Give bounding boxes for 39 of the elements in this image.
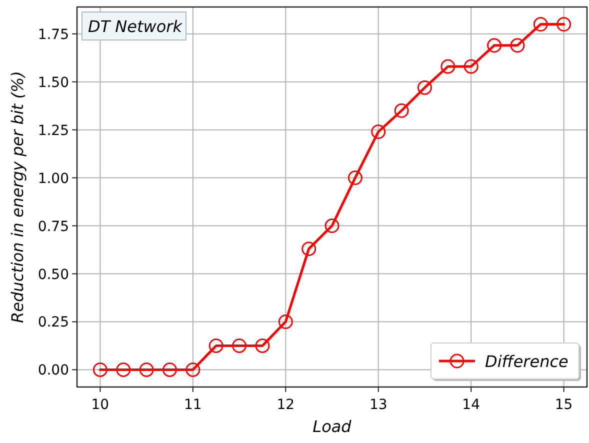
point — [348, 170, 362, 186]
x-axis-title: Load — [312, 417, 352, 436]
x-tick-label: 13 — [369, 397, 388, 413]
point — [278, 314, 293, 329]
x-tick-label: 14 — [462, 397, 480, 413]
point — [232, 338, 247, 353]
point — [533, 17, 548, 32]
point — [394, 103, 409, 118]
point — [162, 362, 177, 377]
point — [464, 59, 478, 74]
point — [487, 38, 502, 53]
x-tick-label: 15 — [554, 397, 573, 413]
point — [208, 338, 224, 353]
point — [92, 362, 108, 377]
point — [186, 362, 200, 377]
point — [116, 362, 131, 377]
point — [556, 17, 572, 32]
point — [255, 338, 270, 353]
y-tick-label: 0.50 — [38, 266, 69, 283]
y-tick-label: 1.00 — [38, 170, 69, 187]
point — [440, 59, 456, 74]
point — [371, 124, 386, 139]
annotation: DT Network — [88, 17, 183, 36]
point — [302, 242, 316, 256]
y-tick-label: 1.75 — [38, 26, 69, 43]
y-tick-label: 0.00 — [38, 362, 69, 379]
x-tick-label: 12 — [276, 397, 295, 413]
x-tick-label: 11 — [184, 397, 202, 413]
x-tick-label: 10 — [91, 397, 110, 413]
y-axis-title: Reduction in energy per bit (%) — [8, 71, 27, 323]
point — [139, 362, 154, 377]
point — [324, 218, 340, 234]
y-tick-label: 1.50 — [38, 74, 69, 91]
y-tick-label: 0.25 — [38, 314, 69, 331]
point — [417, 80, 432, 95]
y-tick-label: 0.75 — [38, 218, 69, 235]
y-tick-label: 1.25 — [38, 122, 69, 139]
legend-label: Difference — [485, 352, 569, 371]
point — [510, 38, 525, 53]
